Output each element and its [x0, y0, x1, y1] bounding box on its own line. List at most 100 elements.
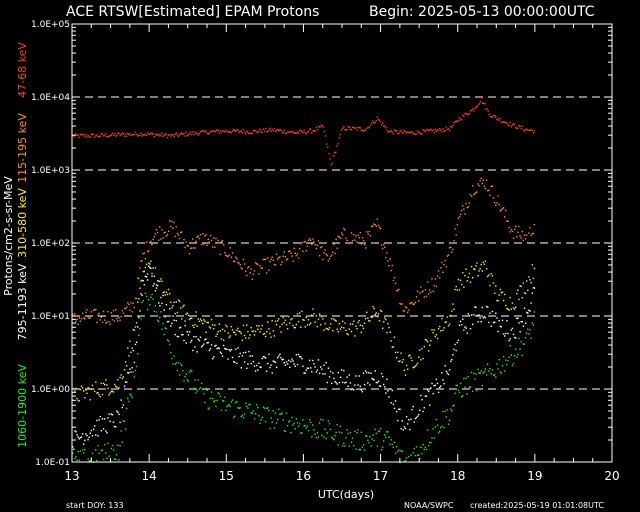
- data-point: [336, 383, 338, 385]
- data-point: [349, 129, 352, 131]
- data-point: [270, 336, 272, 338]
- data-point: [390, 130, 392, 132]
- data-point: [145, 241, 148, 243]
- data-point: [441, 261, 443, 264]
- data-point: [486, 108, 488, 110]
- data-point: [241, 268, 244, 270]
- data-point: [509, 121, 511, 124]
- data-point: [183, 132, 185, 135]
- data-point: [185, 373, 187, 375]
- data-point: [332, 330, 334, 332]
- data-point: [414, 454, 417, 457]
- data-point: [483, 102, 485, 105]
- data-point: [513, 336, 516, 339]
- data-point: [530, 337, 532, 339]
- data-point: [166, 234, 169, 236]
- data-point: [339, 134, 342, 136]
- data-point: [420, 286, 422, 288]
- data-point: [421, 399, 423, 401]
- data-point: [207, 321, 209, 324]
- data-point: [187, 334, 190, 336]
- data-point: [141, 135, 143, 137]
- data-point: [77, 399, 79, 402]
- data-point: [170, 135, 172, 137]
- data-point: [152, 267, 154, 269]
- data-point: [431, 437, 433, 439]
- data-point: [490, 273, 492, 275]
- data-point: [130, 302, 132, 304]
- y-tick-label: 1.0E+05: [31, 20, 70, 30]
- data-point: [131, 134, 133, 136]
- data-point: [389, 258, 391, 260]
- data-point: [530, 129, 532, 131]
- data-point: [210, 318, 213, 321]
- data-point: [357, 126, 359, 129]
- data-point: [115, 426, 117, 428]
- data-point: [524, 322, 527, 324]
- data-point: [329, 370, 332, 373]
- data-point: [227, 404, 229, 407]
- data-point: [176, 232, 179, 235]
- data-point: [489, 284, 491, 287]
- series-label: 47-68 keV: [16, 42, 29, 98]
- data-point: [302, 319, 304, 321]
- data-point: [384, 125, 386, 128]
- data-point: [177, 135, 180, 138]
- data-point: [289, 131, 291, 134]
- data-point: [159, 280, 161, 282]
- data-point: [310, 367, 312, 369]
- data-point: [330, 164, 332, 166]
- data-point: [412, 366, 414, 369]
- data-point: [376, 218, 379, 220]
- data-point: [488, 274, 490, 276]
- data-point: [380, 449, 383, 451]
- data-point: [348, 328, 350, 330]
- data-point: [461, 209, 463, 212]
- data-point: [252, 360, 255, 363]
- data-point: [107, 136, 109, 138]
- data-point: [127, 302, 129, 304]
- data-point: [508, 125, 510, 127]
- data-point: [375, 119, 377, 122]
- data-point: [445, 370, 447, 373]
- data-point: [194, 346, 196, 348]
- data-point: [258, 273, 260, 275]
- data-point: [511, 364, 514, 367]
- data-point: [501, 291, 504, 293]
- data-point: [299, 312, 301, 314]
- data-point: [520, 340, 522, 343]
- data-point: [362, 327, 365, 330]
- data-point: [405, 416, 408, 418]
- data-point: [123, 420, 126, 422]
- data-point: [182, 334, 184, 336]
- data-point: [228, 254, 230, 256]
- data-point: [194, 324, 196, 326]
- data-point: [254, 262, 257, 264]
- data-point: [277, 258, 279, 260]
- data-point: [439, 277, 441, 279]
- data-point: [290, 319, 292, 321]
- data-point: [162, 237, 164, 239]
- data-point: [213, 401, 215, 403]
- data-point: [220, 338, 223, 340]
- data-point: [163, 134, 165, 136]
- data-point: [310, 322, 312, 324]
- data-point: [217, 239, 219, 242]
- data-point: [289, 420, 291, 422]
- data-point: [144, 292, 147, 294]
- data-point: [371, 377, 373, 380]
- data-point: [85, 389, 87, 391]
- data-point: [304, 132, 306, 134]
- data-point: [189, 317, 192, 320]
- data-point: [304, 326, 306, 328]
- data-point: [130, 134, 132, 137]
- data-point: [111, 390, 114, 392]
- data-point: [365, 129, 367, 131]
- data-point: [358, 448, 360, 451]
- data-point: [113, 320, 116, 322]
- data-point: [171, 133, 173, 136]
- data-point: [126, 381, 128, 383]
- data-point: [440, 330, 442, 332]
- series-label: 1060-1900 keV: [16, 364, 29, 448]
- data-point: [445, 126, 447, 128]
